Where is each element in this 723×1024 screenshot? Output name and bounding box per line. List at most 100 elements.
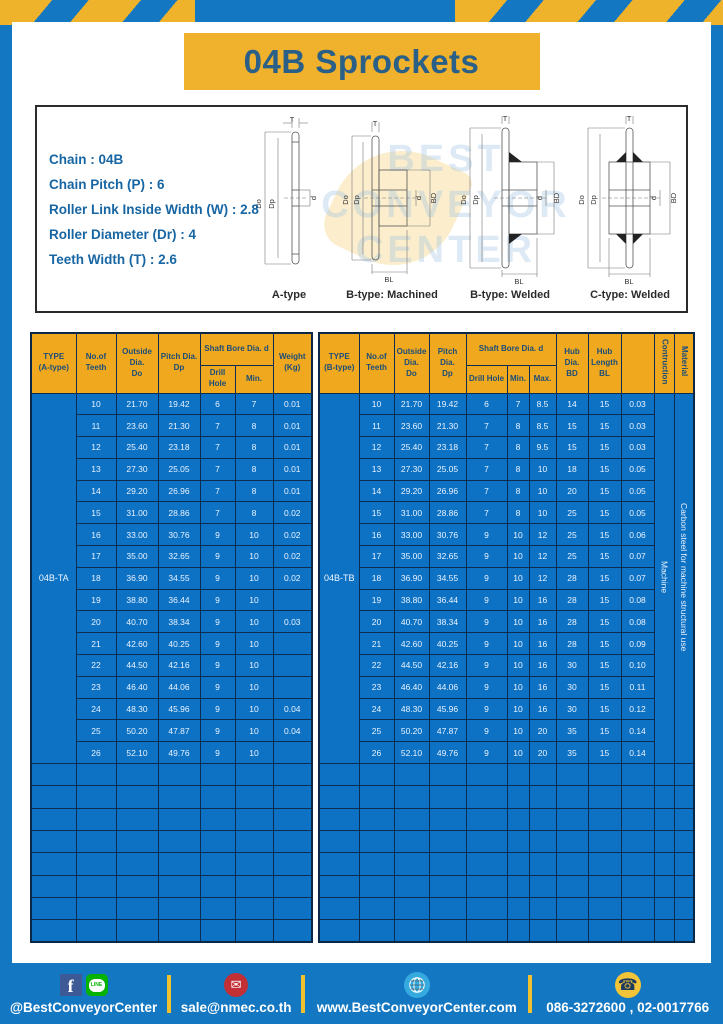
table-cell: 6 <box>465 392 508 416</box>
table-cell: 18 <box>358 566 395 590</box>
table-cell: 23.18 <box>428 436 467 459</box>
diagram-panel: BEST CONVEYOR CENTER Chain : 04B Chain P… <box>35 105 688 313</box>
table-cell: 26 <box>358 741 395 765</box>
table-cell <box>358 785 395 809</box>
table-cell <box>318 807 360 831</box>
table-cell: 36.44 <box>157 588 201 612</box>
table-cell <box>272 829 313 854</box>
table-cell <box>30 896 77 921</box>
table-cell <box>555 785 589 809</box>
table-cell <box>587 785 622 809</box>
empty-table-row <box>30 807 313 831</box>
table-cell: 16 <box>528 610 557 634</box>
table-cell: 16 <box>528 697 557 721</box>
table-cell: 10 <box>234 632 274 656</box>
table-cell <box>465 852 508 876</box>
table-cell <box>199 874 236 898</box>
table-cell: 7 <box>465 457 508 481</box>
table-cell <box>199 785 236 809</box>
table-cell <box>428 807 467 831</box>
svg-text:Dp: Dp <box>471 195 480 205</box>
empty-table-row <box>30 763 313 787</box>
table-cell <box>555 807 589 831</box>
table-cell <box>318 785 360 809</box>
table-cell <box>358 874 395 898</box>
table-cell <box>115 829 159 854</box>
table-cell: 20 <box>528 719 557 743</box>
table-cell: 8 <box>234 414 274 438</box>
table-row: 14 29.20 26.96 7 8 0.01 <box>31 479 313 503</box>
table-cell: 10 <box>506 610 530 634</box>
svg-text:BD: BD <box>552 192 561 203</box>
table-cell: 8 <box>234 436 274 459</box>
table-cell: 42.16 <box>157 654 201 677</box>
table-cell: 0.03 <box>272 610 313 634</box>
table-cell <box>318 874 360 898</box>
table-cell <box>653 896 675 921</box>
table-cell: 35.00 <box>115 545 159 568</box>
diagonal-stripes-right <box>455 0 723 25</box>
table-cell: 10 <box>234 523 274 547</box>
table-row: 25 50.20 47.87 9 10 20 35 15 0.14 <box>319 719 694 743</box>
table-cell: 15 <box>587 545 622 568</box>
table-cell: 21.70 <box>393 392 430 416</box>
table-cell <box>234 896 274 921</box>
table-cell: 0.03 <box>620 392 655 416</box>
table-row: 21 42.60 40.25 9 10 <box>31 632 313 656</box>
table-cell: 8 <box>506 457 530 481</box>
table-cell: 44.50 <box>115 654 159 677</box>
table-cell <box>318 829 360 854</box>
table-cell: 28 <box>555 588 589 612</box>
table-cell: 8 <box>506 501 530 525</box>
table-cell: 15 <box>587 719 622 743</box>
table-cell: 17 <box>75 545 117 568</box>
content-card: 04B Sprockets BEST CONVEYOR CENTER Chain… <box>12 22 711 963</box>
c-type-welded-drawing: T Do Dp d BD BL <box>578 114 678 286</box>
table-cell: 9 <box>465 523 508 547</box>
empty-table-row <box>318 874 695 898</box>
table-cell: 25 <box>555 545 589 568</box>
table-row: 25 50.20 47.87 9 10 0.04 <box>31 719 313 743</box>
table-cell: 0.03 <box>620 436 655 459</box>
col-header-outside-dia: Outside Dia. Do <box>393 332 430 394</box>
svg-text:BL: BL <box>384 275 393 284</box>
phone-icon: ☎ <box>614 972 641 998</box>
empty-table-row <box>30 874 313 898</box>
table-cell: 35 <box>555 719 589 743</box>
table-cell: 21.70 <box>115 392 159 416</box>
footer-email: ✉ sale@nmec.co.th <box>171 963 301 1024</box>
table-cell: 21.30 <box>428 414 467 438</box>
table-cell <box>272 807 313 831</box>
table-cell: 15 <box>587 697 622 721</box>
table-cell: 9 <box>465 741 508 765</box>
table-cell <box>199 829 236 854</box>
table-cell: 23.60 <box>115 414 159 438</box>
table-cell <box>157 785 201 809</box>
table-cell: 8 <box>506 436 530 459</box>
table-cell: 30 <box>555 697 589 721</box>
table-cell: 0.01 <box>272 457 313 481</box>
table-cell <box>234 829 274 854</box>
col-header-outside-dia: Outside Dia. Do <box>115 332 159 394</box>
table-cell: 9 <box>465 654 508 677</box>
col-header-shaft-bore: Shaft Bore Dia. d <box>465 332 557 366</box>
table-cell <box>318 896 360 921</box>
table-row: 24 48.30 45.96 9 10 0.04 <box>31 697 313 721</box>
svg-text:d: d <box>414 196 423 200</box>
table-cell <box>115 919 159 943</box>
table-cell <box>358 807 395 831</box>
table-cell: 16 <box>528 675 557 699</box>
table-cell <box>428 896 467 921</box>
table-cell <box>358 919 395 943</box>
table-04b-ta: TYPE (A-type) No.of Teeth Outside Dia. D… <box>30 332 314 943</box>
table-cell: 19.42 <box>157 392 201 416</box>
table-cell <box>620 763 655 787</box>
table-cell <box>272 763 313 787</box>
table-cell: 48.30 <box>393 697 430 721</box>
table-cell <box>653 874 675 898</box>
empty-table-row <box>318 896 695 921</box>
table-cell: 16 <box>528 654 557 677</box>
table-cell: 46.40 <box>115 675 159 699</box>
diagram-label: A-type <box>271 289 307 301</box>
